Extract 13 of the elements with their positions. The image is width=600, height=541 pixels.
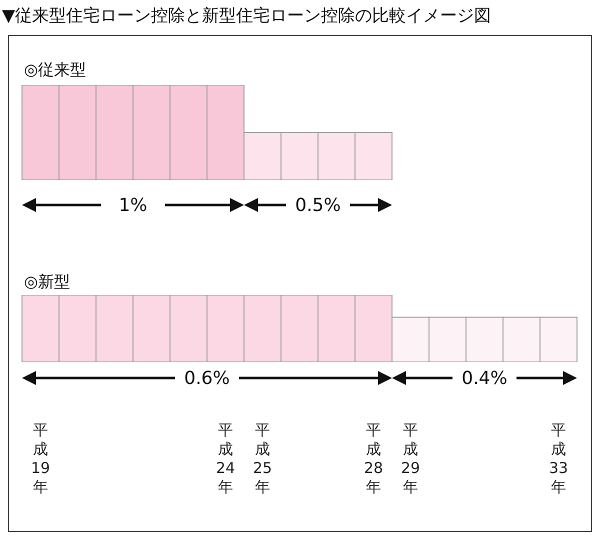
chart-subtitle: ◎従来型 bbox=[24, 60, 86, 81]
x-tick-label: 平成25年 bbox=[252, 421, 272, 496]
chart-subtitle: ◎新型 bbox=[24, 272, 70, 293]
x-tick-label: 平成24年 bbox=[216, 421, 236, 496]
chart-title: ▼従来型住宅ローン控除と新型住宅ローン控除の比較イメージ図 bbox=[2, 5, 492, 27]
x-tick-label: 平成33年 bbox=[548, 421, 568, 496]
text: 0.6% bbox=[184, 368, 230, 389]
x-tick-label: 平成19年 bbox=[30, 421, 50, 496]
text: 0.5% bbox=[295, 195, 341, 216]
text: 1% bbox=[118, 195, 148, 216]
x-tick-label: 平成29年 bbox=[400, 421, 420, 496]
text: 0.4% bbox=[462, 368, 508, 389]
x-tick-label: 平成28年 bbox=[364, 421, 384, 496]
